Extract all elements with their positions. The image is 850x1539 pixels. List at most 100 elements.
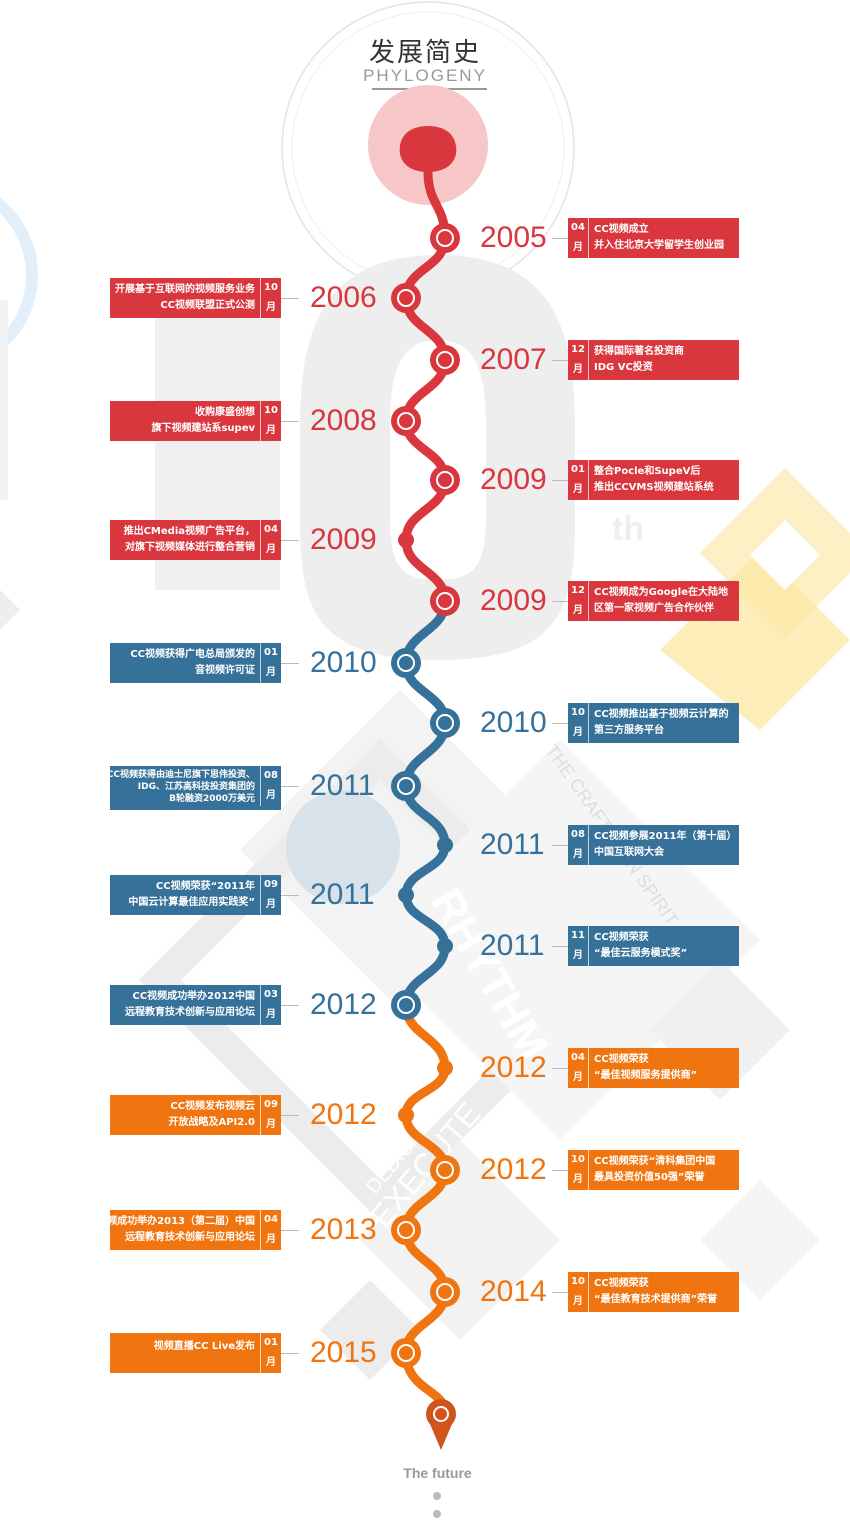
event-year: 2009 xyxy=(310,523,377,556)
timeline-node xyxy=(437,1060,453,1076)
event-text-line: B轮融资2000万美元 xyxy=(169,794,255,804)
event-card: 04 月 CC视频成功举办2013（第二届）中国 远程教育技术创新与应用论坛 xyxy=(82,1210,281,1250)
event-text-line: 推出CMedia视频广告平台， xyxy=(123,526,255,537)
month-number: 08 xyxy=(571,829,585,840)
event-text-line: CC视频获得由迪士尼旗下思伟投资、 xyxy=(106,770,255,780)
event-year: 2014 xyxy=(480,1275,547,1308)
event-card: 04 月推出CMedia视频广告平台， 对旗下视频媒体进行整合营销 xyxy=(110,520,281,560)
end-drop xyxy=(430,1424,452,1450)
event-description: CC视频成功举办2012中国 远程教育技术创新与应用论坛 xyxy=(125,989,255,1021)
event-card: 01 月 CC视频获得广电总局颁发的 音视频许可证 xyxy=(110,643,281,683)
event-text-line: IDG VC投资 xyxy=(594,362,653,373)
timeline-node-ring xyxy=(436,351,454,369)
end-node-ring xyxy=(433,1406,449,1422)
event-year: 2011 xyxy=(310,878,375,911)
month-number: 10 xyxy=(571,1154,585,1165)
month-unit: 月 xyxy=(266,425,276,436)
month-number: 04 xyxy=(571,222,585,233)
future-label: The future xyxy=(403,1465,472,1481)
event-description: CC视频荣获“清科集团中国 最具投资价值50强”荣誉 xyxy=(594,1154,715,1186)
event-month: 10 月 xyxy=(260,401,281,441)
month-unit: 月 xyxy=(266,899,276,910)
event-year: 2011 xyxy=(310,769,375,802)
month-unit: 月 xyxy=(266,1357,276,1368)
event-month: 10 月 xyxy=(568,1272,589,1312)
event-card: 08 月 CC视频参展2011年（第十届） 中国互联网大会 xyxy=(568,825,739,865)
event-text-line: CC视频联盟正式公测 xyxy=(160,300,255,311)
event-month: 08 月 xyxy=(568,825,589,865)
timeline-node-ring xyxy=(397,412,415,430)
event-year: 2006 xyxy=(310,281,377,314)
event-text-line: CC视频成立 xyxy=(594,224,649,235)
month-unit: 月 xyxy=(573,364,583,375)
event-year: 2010 xyxy=(310,646,377,679)
month-number: 01 xyxy=(264,647,278,658)
event-description: CC视频推出基于视频云计算的 第三方服务平台 xyxy=(594,707,729,739)
timeline-node xyxy=(430,1277,460,1307)
timeline-node xyxy=(391,1215,421,1245)
event-text-line: 音视频许可证 xyxy=(195,665,255,676)
month-unit: 月 xyxy=(573,727,583,738)
event-card: 08 月 CC视频获得由迪士尼旗下思伟投资、 IDG、江苏高科技投资集团的 B轮融资20… xyxy=(107,766,281,810)
event-text-line: “最佳视频服务提供商” xyxy=(594,1070,698,1081)
event-month: 04 月 xyxy=(568,218,589,258)
timeline-node xyxy=(398,532,414,548)
event-card: 04 月 CC视频荣获 “最佳视频服务提供商” xyxy=(568,1048,739,1088)
event-text-line: 最具投资价值50强”荣誉 xyxy=(594,1172,705,1183)
month-number: 01 xyxy=(264,1337,278,1348)
month-number: 04 xyxy=(571,1052,585,1063)
event-month: 01 月 xyxy=(568,460,589,500)
event-card: 10 月 CC视频荣获 “最佳教育技术提供商”荣誉 xyxy=(568,1272,739,1312)
timeline-node xyxy=(430,586,460,616)
event-description: 收购康盛创想 旗下视频建站系supev xyxy=(151,405,255,437)
event-connector xyxy=(281,786,299,787)
event-year: 2009 xyxy=(480,584,547,617)
timeline-node xyxy=(430,223,460,253)
month-unit: 月 xyxy=(266,1119,276,1130)
event-description: 获得国际著名投资商 IDG VC投资 xyxy=(594,344,684,376)
month-number: 04 xyxy=(264,524,278,535)
event-description: CC视频成立 并入住北京大学留学生创业园 xyxy=(594,222,724,254)
event-month: 10 月 xyxy=(568,1150,589,1190)
month-unit: 月 xyxy=(266,1234,276,1245)
ordinal-text: th xyxy=(612,510,644,548)
event-description: CC视频荣获 “最佳云服务模式奖” xyxy=(594,930,687,962)
timeline-node xyxy=(391,406,421,436)
event-connector xyxy=(552,360,568,361)
month-unit: 月 xyxy=(266,302,276,313)
event-connector xyxy=(552,723,568,724)
event-connector xyxy=(552,601,568,602)
timeline-node-ring xyxy=(397,1221,415,1239)
event-text-line: 第三方服务平台 xyxy=(594,725,664,736)
month-unit: 月 xyxy=(573,1296,583,1307)
event-month: 11 月 xyxy=(568,926,589,966)
timeline-node xyxy=(391,990,421,1020)
event-month: 03 月 xyxy=(260,985,281,1025)
event-text-line: CC视频推出基于视频云计算的 xyxy=(594,709,729,720)
event-connector xyxy=(552,1068,568,1069)
event-month: 12 月 xyxy=(568,581,589,621)
event-text-line: CC视频发布视频云 xyxy=(170,1101,255,1112)
month-unit: 月 xyxy=(266,1009,276,1020)
event-text-line: 远程教育技术创新与应用论坛 xyxy=(125,1232,255,1243)
event-text-line: 整合Pocle和SupeV后 xyxy=(594,466,701,477)
event-connector xyxy=(281,895,299,896)
month-unit: 月 xyxy=(573,1174,583,1185)
event-description: CC视频参展2011年（第十届） 中国互联网大会 xyxy=(594,829,737,861)
timeline-node xyxy=(391,1338,421,1368)
event-year: 2008 xyxy=(310,404,377,437)
month-number: 01 xyxy=(571,464,585,475)
timeline-node-ring xyxy=(436,229,454,247)
event-year: 2012 xyxy=(310,988,377,1021)
event-year: 2007 xyxy=(480,343,547,376)
timeline-node-ring xyxy=(397,654,415,672)
event-connector xyxy=(552,480,568,481)
timeline-segment xyxy=(401,840,450,900)
event-year: 2005 xyxy=(480,221,547,254)
event-text-line: CC视频参展2011年（第十届） xyxy=(594,831,737,842)
timeline-node xyxy=(430,1155,460,1185)
event-description: CC视频获得由迪士尼旗下思伟投资、 IDG、江苏高科技投资集团的 B轮融资2000万… xyxy=(107,769,255,805)
event-connector xyxy=(281,1115,299,1116)
event-year: 2011 xyxy=(480,828,545,861)
